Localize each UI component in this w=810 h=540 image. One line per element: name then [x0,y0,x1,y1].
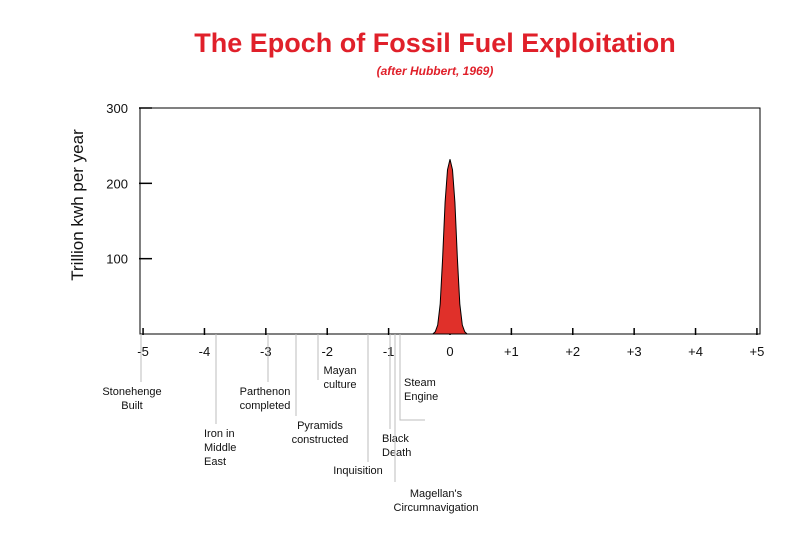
annotation-label: Inquisition [333,465,383,477]
annotation-label-line: Stonehenge [102,386,161,398]
chart-subtitle: (after Hubbert, 1969) [376,64,494,78]
annotation-label: Mayan culture [323,365,356,391]
annotation-label: Parthenon completed [240,386,291,412]
annotation-label: Pyramids constructed [292,420,349,446]
annotation-label-line: completed [240,400,291,412]
x-tick-label: +2 [565,344,580,359]
y-tick-label: 200 [106,176,128,191]
annotation-label: Iron in Middle East [204,428,236,468]
annotation-label-line: Iron in [204,428,235,440]
annotation-label-line: Built [121,400,142,412]
annotation-label-line: Inquisition [333,465,383,477]
annotation-label-line: Engine [404,391,438,403]
x-tick-label: -1 [383,344,395,359]
annotation-label-line: Mayan [323,365,356,377]
annotation-label-line: Black [382,433,409,445]
annotation-label-line: Parthenon [240,386,291,398]
x-tick-label: +5 [750,344,765,359]
annotation-leader-line [399,334,425,421]
x-tick-label: -4 [199,344,211,359]
y-tick-label: 100 [106,252,128,267]
annotation-label: Black Death [382,433,411,459]
series-area [431,159,469,335]
annotation-label: Magellan's Circumnavigation [394,488,479,514]
x-tick-label: +4 [688,344,703,359]
annotation-label: Steam Engine [404,377,438,403]
annotation-label-line: Circumnavigation [394,502,479,514]
x-tick-label: -3 [260,344,272,359]
x-tick-label: 0 [446,344,453,359]
annotation-label-line: Middle [204,442,236,454]
x-tick-label: -2 [321,344,333,359]
y-tick-label: 300 [106,101,128,116]
annotation-label-line: Steam [404,377,436,389]
x-tick-label: +3 [627,344,642,359]
annotation-label: Stonehenge Built [102,386,161,412]
x-tick-label: +1 [504,344,519,359]
x-tick-label: -5 [137,344,149,359]
chart-title: The Epoch of Fossil Fuel Exploitation [194,28,676,58]
annotation-label-line: culture [323,379,356,391]
annotation-label-line: Death [382,447,411,459]
annotation-label-line: Magellan's [410,488,463,500]
annotation-label-line: constructed [292,434,349,446]
annotation-label-line: East [204,456,226,468]
annotation-label-line: Pyramids [297,420,343,432]
